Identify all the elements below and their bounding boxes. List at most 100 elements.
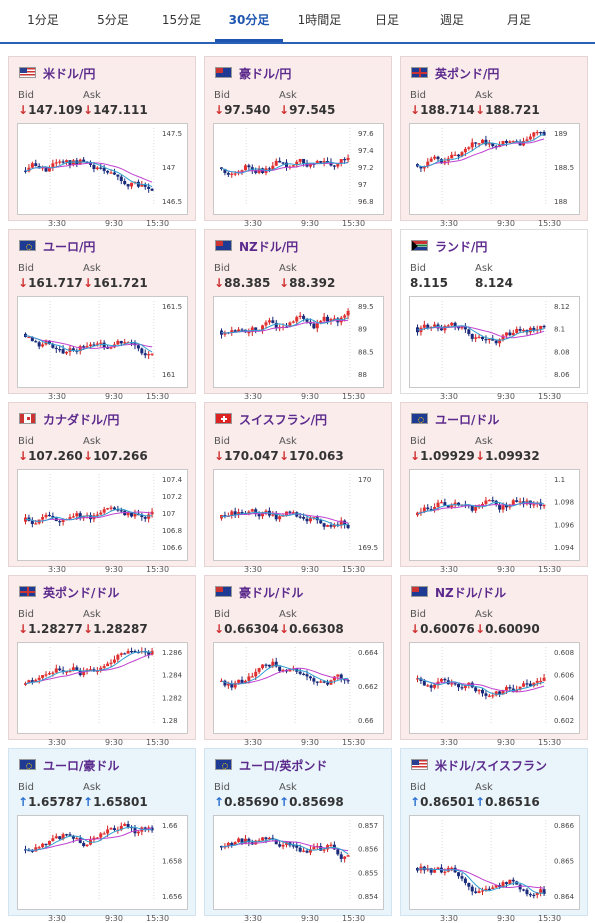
tab-2[interactable]: 15分足 xyxy=(161,13,202,27)
candle xyxy=(89,344,92,347)
currency-pair[interactable]: 豪ドル/ドル xyxy=(239,586,304,600)
moving-average-line xyxy=(221,838,349,855)
currency-pair[interactable]: 米ドル/円 xyxy=(43,67,96,81)
rate-card[interactable]: 豪ドル/ドル Bid Ask ↓0.66304 ↓0.66308 0.664 0.662 0.… xyxy=(204,575,392,747)
rate-card[interactable]: ランド/円 Bid Ask 8.115 8.124 8.12 8.1 8.08 8.06 3:30… xyxy=(400,229,588,401)
candlestick-chart[interactable]: 161.5 161 3:30 9:30 15:30 xyxy=(17,296,188,401)
rate-card[interactable]: 米ドル/円 Bid Ask ↓147.109 ↓147.111 147.5 147 146.5… xyxy=(8,56,196,228)
moving-average-line xyxy=(221,317,349,334)
candle xyxy=(109,662,113,664)
candle xyxy=(78,838,82,843)
candle xyxy=(463,325,467,330)
ask-price: 0.86516 xyxy=(485,795,540,809)
candle xyxy=(487,500,491,502)
candle xyxy=(254,840,258,845)
candlestick-chart[interactable]: 107.4 107.2 107 106.8 106.6 3:30 9:30 15:30 xyxy=(17,469,188,574)
candle xyxy=(267,837,271,840)
rate-card[interactable]: ユーロ/英ポンド Bid Ask ↑0.85690 ↑0.85698 0.857 0.856… xyxy=(204,748,392,923)
tab-7[interactable]: 月足 xyxy=(506,13,531,27)
candlestick-chart[interactable]: 189 188.5 188 3:30 9:30 15:30 xyxy=(409,123,580,228)
candle xyxy=(542,325,546,328)
rate-card[interactable]: スイスフラン/円 Bid Ask ↓170.047 ↓170.063 170 169.5 3:… xyxy=(204,402,392,574)
currency-pair[interactable]: ユーロ/ドル xyxy=(435,413,500,427)
candle xyxy=(443,871,447,873)
up-arrow-icon: ↑ xyxy=(214,795,225,809)
currency-pair[interactable]: ユーロ/豪ドル xyxy=(43,759,120,773)
moving-average-line xyxy=(417,138,545,168)
tab-5[interactable]: 日足 xyxy=(374,13,399,27)
bid-label: Bid xyxy=(410,436,426,447)
tab-6[interactable]: 週足 xyxy=(439,13,464,27)
currency-pair[interactable]: ユーロ/英ポンド xyxy=(239,759,328,773)
candle xyxy=(422,324,426,328)
rate-card[interactable]: カナダドル/円 Bid Ask ↓107.260 ↓107.266 107.4 107.2 1… xyxy=(8,402,196,574)
candlestick-chart[interactable]: 1.286 1.284 1.282 1.28 3:30 9:30 15:30 xyxy=(17,642,188,747)
rate-card[interactable]: NZドル/円 Bid Ask ↓88.385 ↓88.392 89.5 89 88.5 88 3:… xyxy=(204,229,392,401)
rate-card[interactable]: NZドル/ドル Bid Ask ↓0.60076 ↓0.60090 0.608 0.606 0… xyxy=(400,575,588,747)
currency-pair[interactable]: 英ポンド/円 xyxy=(435,67,500,81)
tab-4[interactable]: 1時間足 xyxy=(297,13,342,27)
currency-pair[interactable]: NZドル/円 xyxy=(239,240,299,254)
candle xyxy=(271,661,275,667)
candlestick-chart[interactable]: 0.664 0.662 0.66 3:30 9:30 15:30 xyxy=(213,642,384,747)
currency-pair[interactable]: スイスフラン/円 xyxy=(239,413,328,427)
candle xyxy=(68,671,72,673)
tab-1[interactable]: 5分足 xyxy=(97,13,129,27)
tab-3[interactable]: 30分足 xyxy=(215,0,283,42)
x-tick-label: 9:30 xyxy=(105,392,123,401)
candle xyxy=(261,664,265,669)
x-tick-label: 15:30 xyxy=(146,565,170,574)
candlestick-chart[interactable]: 0.866 0.865 0.864 3:30 9:30 15:30 xyxy=(409,815,580,923)
candlestick-chart[interactable]: 1.1 1.098 1.096 1.094 3:30 9:30 15:30 xyxy=(409,469,580,574)
candle xyxy=(501,505,505,510)
ask-value: ↓1.09932 xyxy=(475,449,540,463)
candlestick-chart[interactable]: 170 169.5 3:30 9:30 15:30 xyxy=(213,469,384,574)
candle xyxy=(106,170,110,173)
currency-pair[interactable]: ランド/円 xyxy=(435,240,488,254)
tab-0[interactable]: 1分足 xyxy=(27,13,59,27)
rate-card[interactable]: 英ポンド/ドル Bid Ask ↓1.28277 ↓1.28287 1.286 1.284 1… xyxy=(8,575,196,747)
candle xyxy=(233,842,237,846)
currency-pair[interactable]: カナダドル/円 xyxy=(43,413,120,427)
candlestick-chart[interactable]: 0.857 0.856 0.855 0.854 3:30 9:30 15:30 xyxy=(213,815,384,923)
y-tick-label: 0.857 xyxy=(358,822,378,830)
candle xyxy=(89,669,92,671)
currency-pair[interactable]: 米ドル/スイスフラン xyxy=(435,759,548,773)
candlestick-chart[interactable]: 1.66 1.658 1.656 3:30 9:30 15:30 xyxy=(17,815,188,923)
rate-card[interactable]: 英ポンド/円 Bid Ask ↓188.714 ↓188.721 189 188.5 188 3… xyxy=(400,56,588,228)
y-tick-label: 0.608 xyxy=(554,649,574,657)
candle xyxy=(429,158,433,162)
candle xyxy=(41,517,45,520)
bid-label: Bid xyxy=(18,609,34,620)
candlestick-chart[interactable]: 8.12 8.1 8.08 8.06 3:30 9:30 15:30 xyxy=(409,296,580,401)
rate-card[interactable]: ユーロ/ドル Bid Ask ↓1.09929 ↓1.09932 1.1 1.098 1.09… xyxy=(400,402,588,574)
candle xyxy=(305,850,309,853)
candlestick-chart[interactable]: 97.6 97.4 97.2 97 96.8 3:30 9:30 15:30 xyxy=(213,123,384,228)
currency-pair[interactable]: 豪ドル/円 xyxy=(239,67,292,81)
y-tick-label: 97.4 xyxy=(358,147,374,155)
bid-value: ↓97.540 xyxy=(214,103,270,117)
rate-card[interactable]: 米ドル/スイスフラン Bid Ask ↑0.86501 ↑0.86516 0.866 0.8… xyxy=(400,748,588,923)
rate-card[interactable]: ユーロ/豪ドル Bid Ask ↑1.65787 ↑1.65801 1.66 1.658 1.… xyxy=(8,748,196,923)
candlestick-chart[interactable]: 147.5 147 146.5 3:30 9:30 15:30 xyxy=(17,123,188,228)
moving-average-line xyxy=(221,319,349,334)
y-tick-label: 107.4 xyxy=(162,476,183,484)
candlestick-chart[interactable]: 89.5 89 88.5 88 3:30 9:30 15:30 xyxy=(213,296,384,401)
candle xyxy=(85,669,89,671)
currency-pair[interactable]: ユーロ/円 xyxy=(43,240,96,254)
candlestick-chart[interactable]: 0.608 0.606 0.604 0.602 3:30 9:30 15:30 xyxy=(409,642,580,747)
candle xyxy=(291,321,295,323)
x-tick-label: 3:30 xyxy=(48,738,66,747)
candle xyxy=(460,152,464,157)
currency-pair[interactable]: 英ポンド/ドル xyxy=(43,586,120,600)
candle xyxy=(75,838,79,840)
currency-pair[interactable]: NZドル/ドル xyxy=(435,586,507,600)
ask-price: 0.66308 xyxy=(289,622,344,636)
candle xyxy=(433,869,437,873)
candle xyxy=(254,509,258,514)
candle xyxy=(106,663,110,667)
candle xyxy=(474,506,478,511)
rate-card[interactable]: 豪ドル/円 Bid Ask ↓97.540 ↓97.545 97.6 97.4 97.2 97 9… xyxy=(204,56,392,228)
rate-card[interactable]: ユーロ/円 Bid Ask ↓161.717 ↓161.721 161.5 161 3:30 9… xyxy=(8,229,196,401)
x-tick-label: 15:30 xyxy=(342,219,366,228)
